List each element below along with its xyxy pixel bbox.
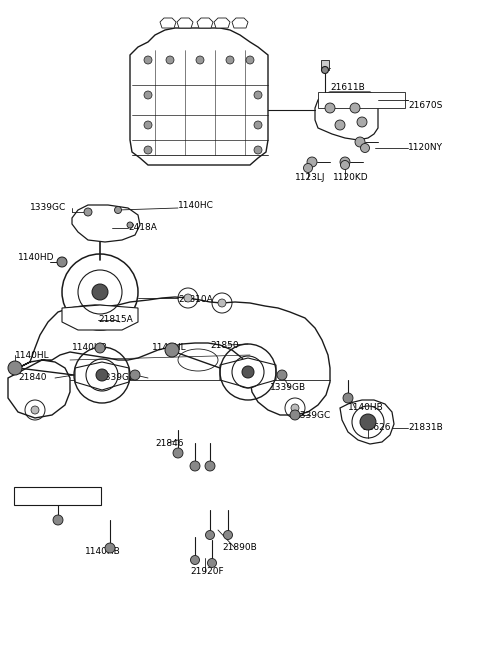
Circle shape	[254, 121, 262, 129]
Circle shape	[95, 343, 105, 353]
Circle shape	[8, 361, 22, 375]
Circle shape	[173, 448, 183, 458]
Text: 1140HC: 1140HC	[178, 201, 214, 209]
Circle shape	[115, 207, 121, 213]
Circle shape	[205, 461, 215, 471]
Text: 1140HL: 1140HL	[15, 350, 49, 359]
Circle shape	[291, 404, 299, 412]
Circle shape	[242, 366, 254, 378]
Circle shape	[224, 531, 232, 539]
Text: 1140HB: 1140HB	[348, 403, 384, 413]
Polygon shape	[318, 92, 405, 108]
Polygon shape	[130, 28, 268, 165]
Circle shape	[196, 56, 204, 64]
Circle shape	[184, 294, 192, 302]
Circle shape	[360, 414, 376, 430]
Text: 1339GC: 1339GC	[30, 203, 66, 213]
Circle shape	[165, 343, 179, 357]
Circle shape	[277, 370, 287, 380]
Text: 1140HB: 1140HB	[72, 344, 108, 352]
Text: 21850: 21850	[210, 340, 239, 350]
Circle shape	[144, 91, 152, 99]
Circle shape	[130, 370, 140, 380]
Circle shape	[357, 117, 367, 127]
Text: 1339GB: 1339GB	[270, 384, 306, 392]
Circle shape	[144, 56, 152, 64]
Polygon shape	[177, 18, 193, 28]
Text: 1140HB: 1140HB	[85, 548, 121, 556]
Text: 21920F: 21920F	[190, 567, 224, 577]
Text: 21810A: 21810A	[178, 295, 213, 304]
Circle shape	[218, 299, 226, 307]
Text: 1123LJ: 1123LJ	[295, 173, 325, 182]
Polygon shape	[62, 305, 138, 330]
Text: 21831B: 21831B	[408, 424, 443, 432]
Circle shape	[205, 531, 215, 539]
Text: 2418A: 2418A	[128, 224, 157, 232]
Text: 21846: 21846	[155, 438, 183, 447]
Text: 1140HD: 1140HD	[18, 253, 55, 262]
Circle shape	[303, 163, 312, 173]
Text: 21626: 21626	[362, 424, 391, 432]
Text: 1120NY: 1120NY	[408, 144, 443, 152]
Bar	[321, 60, 329, 70]
Polygon shape	[232, 18, 248, 28]
Circle shape	[31, 406, 39, 414]
Circle shape	[144, 146, 152, 154]
Circle shape	[307, 157, 317, 167]
Text: 1140HL: 1140HL	[152, 344, 187, 352]
Circle shape	[254, 91, 262, 99]
Circle shape	[355, 137, 365, 147]
Text: 21840: 21840	[18, 373, 47, 382]
Circle shape	[84, 208, 92, 216]
Circle shape	[360, 144, 370, 152]
Polygon shape	[340, 400, 394, 444]
FancyBboxPatch shape	[14, 487, 101, 505]
Polygon shape	[72, 205, 140, 242]
Circle shape	[290, 410, 300, 420]
Circle shape	[105, 543, 115, 553]
Circle shape	[343, 393, 353, 403]
Circle shape	[325, 103, 335, 113]
Circle shape	[57, 257, 67, 267]
Polygon shape	[197, 18, 213, 28]
Circle shape	[207, 558, 216, 567]
Text: 21670S: 21670S	[408, 100, 443, 110]
Circle shape	[226, 56, 234, 64]
Text: 1120KD: 1120KD	[333, 173, 369, 182]
Circle shape	[350, 103, 360, 113]
Text: 1339GC: 1339GC	[295, 411, 331, 419]
Circle shape	[254, 146, 262, 154]
Text: 21611B: 21611B	[330, 83, 365, 92]
Text: 21890B: 21890B	[222, 544, 257, 552]
Text: 21815A: 21815A	[98, 316, 133, 325]
Circle shape	[191, 556, 200, 565]
Circle shape	[340, 157, 350, 167]
Polygon shape	[75, 362, 129, 390]
Circle shape	[322, 66, 328, 73]
Circle shape	[166, 56, 174, 64]
Circle shape	[246, 56, 254, 64]
Circle shape	[340, 161, 349, 169]
Circle shape	[53, 515, 63, 525]
Circle shape	[92, 284, 108, 300]
Polygon shape	[315, 92, 378, 140]
Text: 1339GB: 1339GB	[100, 373, 136, 382]
Circle shape	[96, 369, 108, 381]
Circle shape	[335, 120, 345, 130]
Text: REF.60-611: REF.60-611	[18, 493, 65, 502]
Polygon shape	[214, 18, 230, 28]
Polygon shape	[220, 358, 276, 388]
Circle shape	[127, 222, 133, 228]
Polygon shape	[8, 297, 330, 418]
Polygon shape	[160, 18, 176, 28]
Circle shape	[144, 121, 152, 129]
Circle shape	[190, 461, 200, 471]
